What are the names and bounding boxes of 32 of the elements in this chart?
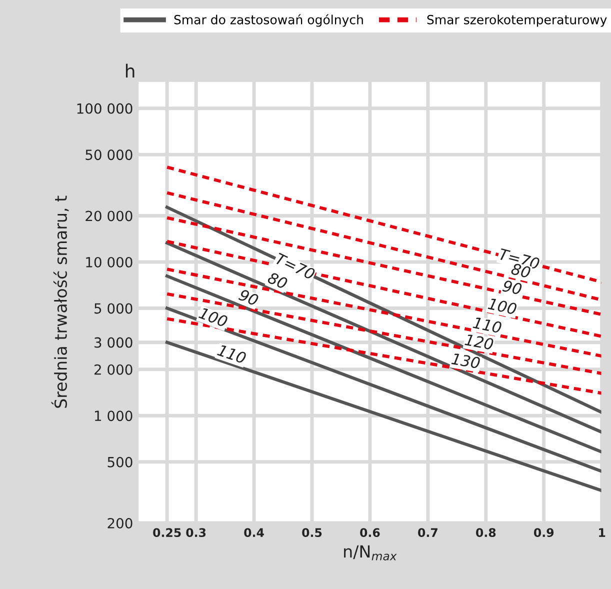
y-tick-label: 500: [108, 456, 132, 468]
x-tick-label: 0.5: [302, 528, 322, 538]
y-tick-label: 100 000: [77, 103, 132, 114]
y-tick-label: 3 000: [94, 337, 132, 348]
legend-label: Smar do zastosowań ogólnych: [174, 14, 363, 27]
x-tick-label: 0.4: [244, 528, 264, 538]
x-tick-label: 0.8: [476, 528, 496, 538]
x-tick-label: 0.25: [153, 528, 181, 538]
annotation: 90: [502, 280, 522, 295]
y-tick-label: 1 000: [94, 410, 132, 422]
x-tick-label: 0.7: [418, 528, 438, 538]
text: h: [126, 64, 134, 78]
x-tick-label: 0.3: [186, 528, 206, 538]
y-tick-label: 50 000: [86, 150, 132, 160]
y-tick-label: 20 000: [86, 210, 132, 222]
x-tick-label: 0.6: [360, 528, 380, 538]
y-tick-label: 2 000: [94, 364, 132, 375]
annotation: 100: [488, 298, 518, 315]
x-tick-label: 0.9: [534, 528, 554, 538]
annotation: 90: [238, 288, 260, 306]
annotation: 100: [198, 306, 228, 328]
legend-label: Smar szerokotemperaturowy: [427, 14, 607, 27]
annotation: 120: [464, 334, 494, 350]
y-tick-label: 5 000: [94, 303, 132, 314]
annotation: 110: [216, 344, 247, 364]
x-axis-title: n/N$_{max}$: [344, 545, 397, 560]
x-tick-label: 1: [599, 528, 606, 537]
annotation: 130: [451, 352, 480, 369]
y-tick-label: 10 000: [86, 256, 132, 268]
annotation: 110: [472, 316, 502, 334]
y-axis-title: Średnia trwałość smaru, t: [51, 196, 69, 408]
y-tick-label: 200: [108, 518, 132, 529]
